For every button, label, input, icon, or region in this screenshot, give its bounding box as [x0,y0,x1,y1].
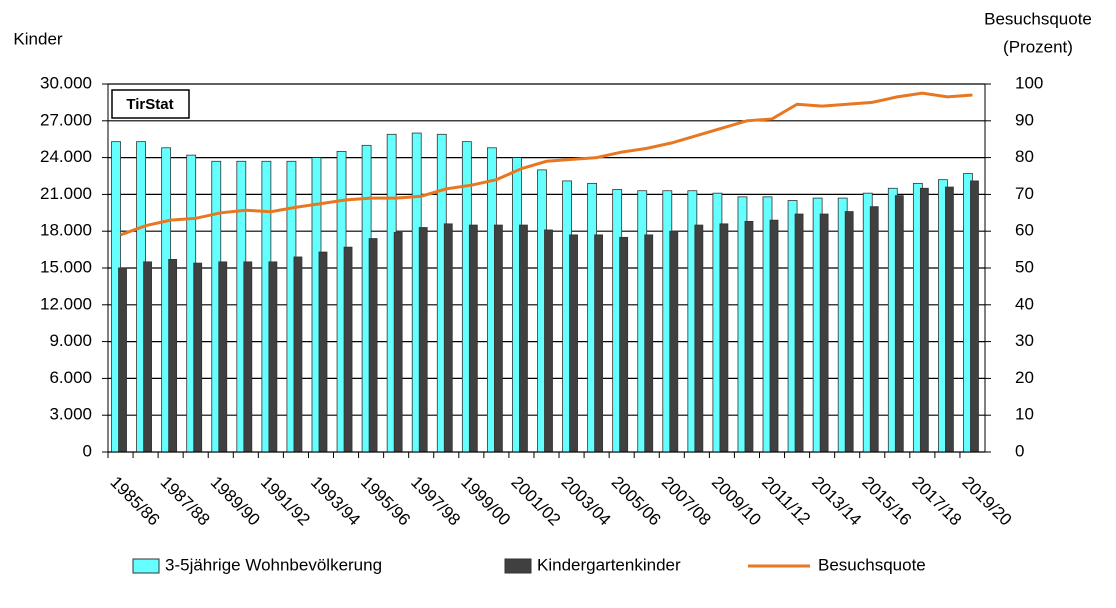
x-tick-label: 2015/16 [858,473,915,530]
legend-label: Kindergartenkinder [537,555,681,574]
bar [819,213,829,453]
bar [869,206,879,453]
bar [794,213,804,453]
bar [544,229,553,453]
y-tick-label: 3.000 [49,405,92,424]
x-tick-label: 2007/08 [658,473,715,530]
y2-axis-label: Besuchsquote [984,9,1092,28]
bar [594,234,604,453]
bar [919,187,929,453]
x-tick-label: 2001/02 [507,473,564,530]
bar [493,224,503,453]
bar [118,267,127,453]
y-tick-label: 0 [83,441,92,460]
bar [468,224,478,453]
y-tick-label: 18.000 [40,221,92,240]
annotation: TirStat [126,96,173,113]
legend-label: Besuchsquote [818,555,926,574]
y-axis-label: Kinder [13,29,62,48]
bar [719,223,729,453]
y2-tick-label: 20 [1015,368,1034,387]
x-tick-label: 2011/12 [758,473,814,529]
y2-tick-label: 0 [1015,441,1024,460]
legend-swatch [504,558,532,574]
y-tick-label: 30.000 [40,73,92,92]
bar [243,261,253,453]
y2-tick-label: 10 [1015,405,1034,424]
bar [218,261,228,453]
y2-tick-label: 50 [1015,257,1034,276]
x-tick-label: 2005/06 [608,473,665,530]
legend-label: 3-5jährige Wohnbevölkerung [165,555,382,574]
bar [143,261,152,453]
annotation-box [111,89,190,119]
y2-tick-label: 40 [1015,294,1034,313]
y2-tick-label: 100 [1015,73,1043,92]
legend-swatch [132,558,160,574]
y-tick-label: 27.000 [40,110,92,129]
bar [343,246,353,453]
x-tick-label: 1985/86 [107,473,164,530]
y2-tick-label: 80 [1015,147,1034,166]
x-tick-label: 1997/98 [407,473,464,530]
x-tick-label: 2003/04 [558,473,615,530]
y2-tick-label: 70 [1015,184,1034,203]
x-tick-label: 1999/00 [457,473,514,530]
bar [844,211,854,453]
x-tick-label: 2019/20 [958,473,1015,530]
bar [368,238,378,453]
bar [519,224,528,453]
y-tick-label: 12.000 [40,294,92,313]
x-tick-label: 2017/18 [908,473,965,530]
x-tick-label: 1993/94 [307,473,364,530]
bar [769,219,779,453]
bar [694,224,704,453]
bar [418,227,428,453]
bar [970,180,979,453]
bar [744,220,754,453]
bar [268,261,278,453]
x-tick-label: 2013/14 [808,473,865,530]
bar [393,232,403,453]
bar [443,223,453,453]
x-tick-label: 1987/88 [157,473,214,530]
x-tick-label: 2009/10 [708,473,765,530]
bar [619,236,629,453]
y2-tick-label: 30 [1015,331,1034,350]
y-tick-label: 6.000 [49,368,92,387]
bar [644,234,654,453]
y-tick-label: 24.000 [40,147,92,166]
x-tick-label: 1995/96 [357,473,414,530]
y-tick-label: 15.000 [40,257,92,276]
bar [293,256,303,453]
bar [669,230,679,453]
bar [894,195,904,453]
bar [569,234,578,453]
x-tick-label: 1989/90 [207,473,264,530]
x-tick-label: 1991/92 [257,473,314,530]
line [120,91,973,237]
bar [193,262,203,453]
y-tick-label: 9.000 [49,331,92,350]
y2-tick-label: 90 [1015,110,1034,129]
bar [168,259,178,453]
y-tick-label: 21.000 [40,184,92,203]
bar [945,186,954,453]
bar [318,251,328,453]
y2-axis-label: (Prozent) [1003,37,1073,56]
y2-tick-label: 60 [1015,221,1034,240]
